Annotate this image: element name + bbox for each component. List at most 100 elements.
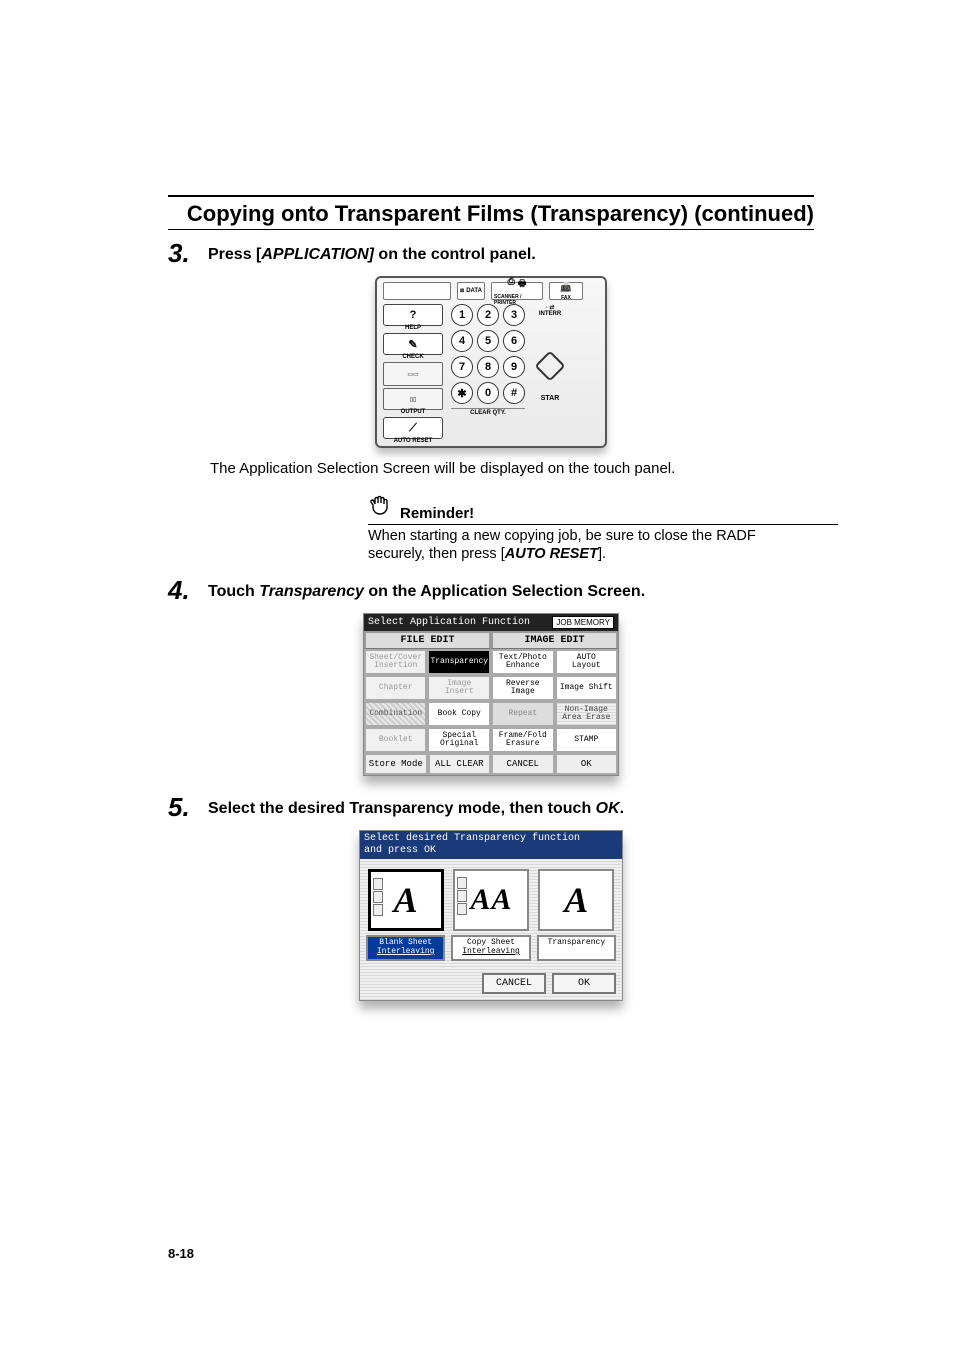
print-icon: 🖶 xyxy=(518,276,527,292)
cell-frame-fold[interactable]: Frame/FoldErasure xyxy=(491,727,554,753)
key-2[interactable]: 2 xyxy=(477,304,499,326)
page-title: Copying onto Transparent Films (Transpar… xyxy=(168,201,814,227)
cell-reverse-image[interactable]: ReverseImage xyxy=(491,675,554,701)
step-text: Select the desired Transparency mode, th… xyxy=(208,794,624,818)
stop-button[interactable] xyxy=(534,350,565,381)
step5-key: OK xyxy=(596,800,620,817)
key-6[interactable]: 6 xyxy=(503,330,525,352)
bigA-icon: A xyxy=(470,883,490,917)
body-after-panel: The Application Selection Screen will be… xyxy=(210,460,814,477)
step4-pre: Touch xyxy=(208,583,259,600)
cell-stamp[interactable]: STAMP xyxy=(555,727,618,753)
app-header-text: Select Application Function xyxy=(368,617,530,628)
ok-button[interactable]: OK xyxy=(555,753,619,775)
opt-copy-sheet[interactable]: A A xyxy=(453,869,529,931)
cell-image-insert[interactable]: ImageInsert xyxy=(427,675,491,701)
transparency-mode-screen: Select desired Transparency function and… xyxy=(359,830,623,1001)
data-label: DATA xyxy=(466,288,482,294)
interrupt-label: INTERR xyxy=(539,311,561,317)
trans-cancel-button[interactable]: CANCEL xyxy=(482,973,546,994)
check-button[interactable]: ✎ xyxy=(383,333,443,355)
label-copy-sheet[interactable]: Copy SheetInterleaving xyxy=(451,935,530,961)
step5-pre: Select the desired Transparency mode, th… xyxy=(208,800,596,817)
step3-pre: Press [ xyxy=(208,246,261,263)
trans-header-l1: Select desired Transparency function xyxy=(364,833,618,845)
control-panel-figure: ⊠DATA ⎙ 🖶 SCANNER / PRINTER 📠 FAX xyxy=(375,276,607,448)
cell-transparency[interactable]: Transparency xyxy=(427,649,491,675)
bigA-icon: A xyxy=(394,879,418,921)
clear-qty-label: CLEAR QTY. xyxy=(451,408,525,416)
bigA-icon: A xyxy=(564,879,588,921)
step-5: 5. Select the desired Transparency mode,… xyxy=(168,794,814,820)
lcd-blank xyxy=(383,282,451,300)
step5-post: . xyxy=(620,800,624,817)
label-transparency[interactable]: Transparency xyxy=(537,935,616,961)
key-4[interactable]: 4 xyxy=(451,330,473,352)
step-3: 3. Press [APPLICATION] on the control pa… xyxy=(168,240,814,266)
scan-icon: ⎙ xyxy=(508,276,515,292)
cell-repeat[interactable]: Repeat xyxy=(491,701,554,727)
auto-reset-button[interactable]: ⟋ xyxy=(383,417,443,439)
key-star[interactable]: ✱ xyxy=(451,382,473,404)
fax-icon: 📠 xyxy=(560,282,571,293)
data-indicator: ⊠DATA xyxy=(457,282,485,300)
key-hash[interactable]: # xyxy=(503,382,525,404)
bigA-icon: A xyxy=(491,883,511,917)
key-0[interactable]: 0 xyxy=(477,382,499,404)
reminder-block: Reminder! When starting a new copying jo… xyxy=(368,493,814,563)
start-label: STAR xyxy=(541,395,560,402)
step3-key: APPLICATION] xyxy=(261,246,374,263)
key-1[interactable]: 1 xyxy=(451,304,473,326)
step3-post: on the control panel. xyxy=(374,246,536,263)
cell-booklet[interactable]: Booklet xyxy=(364,727,427,753)
reminder-label: Reminder! xyxy=(400,505,474,522)
help-label: HELP xyxy=(383,325,443,331)
trans-header-l2: and press OK xyxy=(364,845,618,857)
key-7[interactable]: 7 xyxy=(451,356,473,378)
cell-auto-layout[interactable]: AUTOLayout xyxy=(555,649,618,675)
all-clear-button[interactable]: ALL CLEAR xyxy=(428,753,492,775)
step-text: Touch Transparency on the Application Se… xyxy=(208,577,645,601)
key-8[interactable]: 8 xyxy=(477,356,499,378)
trans-ok-button[interactable]: OK xyxy=(552,973,616,994)
opt-transparency-only[interactable]: A xyxy=(538,869,614,931)
step-text: Press [APPLICATION] on the control panel… xyxy=(208,240,536,264)
page-number: 8-18 xyxy=(168,1246,194,1261)
cell-image-shift[interactable]: Image Shift xyxy=(555,675,618,701)
check-label: CHECK xyxy=(383,354,443,360)
output-label: OUTPUT xyxy=(383,409,443,415)
fax-label: FAX xyxy=(561,295,571,301)
store-mode-button[interactable]: Store Mode xyxy=(364,753,428,775)
key-5[interactable]: 5 xyxy=(477,330,499,352)
label-blank-sheet[interactable]: Blank SheetInterleaving xyxy=(366,935,445,961)
key-9[interactable]: 9 xyxy=(503,356,525,378)
step-4: 4. Touch Transparency on the Application… xyxy=(168,577,814,603)
reminder-body: When starting a new copying job, be sure… xyxy=(368,527,814,563)
cell-non-image-area[interactable]: Non-ImageArea Erase xyxy=(555,701,618,727)
scanner-printer-slot: ⎙ 🖶 SCANNER / PRINTER xyxy=(491,282,543,300)
application-selection-screen: Select Application Function JOB MEMORY F… xyxy=(363,613,619,776)
tab-image-edit[interactable]: IMAGE EDIT xyxy=(491,631,618,649)
step-number: 4. xyxy=(168,577,208,603)
cancel-button[interactable]: CANCEL xyxy=(491,753,555,775)
key-3[interactable]: 3 xyxy=(503,304,525,326)
job-memory-button[interactable]: JOB MEMORY xyxy=(552,616,614,629)
interrupt-indicator: ◦ ⇄ INTERR xyxy=(539,304,561,317)
cell-special-original[interactable]: SpecialOriginal xyxy=(427,727,491,753)
fax-slot: 📠 FAX xyxy=(549,282,583,300)
cell-combination[interactable]: Combination xyxy=(364,701,427,727)
tab-file-edit[interactable]: FILE EDIT xyxy=(364,631,491,649)
cell-book-copy[interactable]: Book Copy xyxy=(427,701,491,727)
cell-sheet-cover[interactable]: Sheet/CoverInsertion xyxy=(364,649,427,675)
cell-text-photo[interactable]: Text/PhotoEnhance xyxy=(491,649,554,675)
hand-icon xyxy=(368,493,392,522)
auto-reset-label: AUTO RESET xyxy=(383,438,443,444)
reminder-key: AUTO RESET xyxy=(505,546,598,562)
help-button[interactable]: ? xyxy=(383,304,443,326)
cell-chapter[interactable]: Chapter xyxy=(364,675,427,701)
output-panel-icon: ▯▯ xyxy=(383,388,443,410)
step4-key: Transparency xyxy=(259,583,364,600)
mode-panel-icon: ▭▭ xyxy=(383,362,443,386)
step4-post: on the Application Selection Screen. xyxy=(364,583,645,600)
opt-blank-sheet[interactable]: A xyxy=(368,869,444,931)
